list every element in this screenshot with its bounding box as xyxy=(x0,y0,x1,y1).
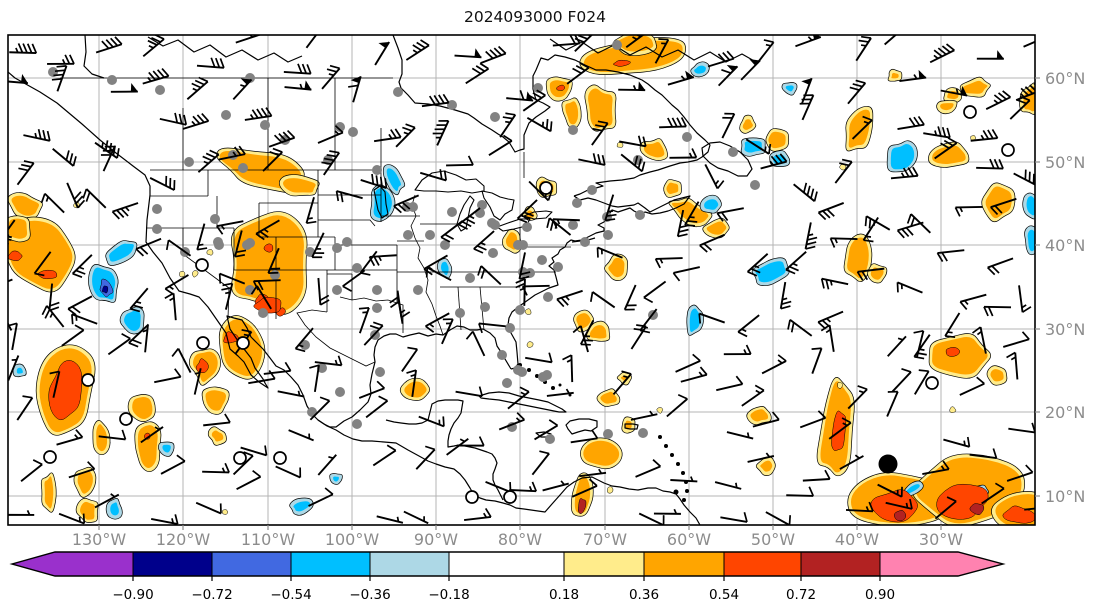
svg-text:130°W: 130°W xyxy=(72,530,127,549)
svg-text:−0.36: −0.36 xyxy=(349,587,390,603)
svg-text:80°W: 80°W xyxy=(498,530,542,549)
svg-text:60°W: 60°W xyxy=(667,530,711,549)
svg-text:90°W: 90°W xyxy=(414,530,458,549)
svg-text:50°N: 50°N xyxy=(1045,153,1085,172)
svg-text:120°W: 120°W xyxy=(156,530,211,549)
svg-text:30°W: 30°W xyxy=(919,530,963,549)
svg-text:−0.54: −0.54 xyxy=(270,587,311,603)
page-title: 2024093000 F024 xyxy=(464,8,606,26)
state-border-layer xyxy=(60,77,571,367)
contour-fill-layer xyxy=(8,35,1035,525)
svg-text:0.90: 0.90 xyxy=(865,587,895,603)
svg-text:60°N: 60°N xyxy=(1045,69,1085,88)
svg-text:30°N: 30°N xyxy=(1045,320,1085,339)
svg-text:0.18: 0.18 xyxy=(549,587,579,603)
svg-text:−0.18: −0.18 xyxy=(428,587,469,603)
coastline-layer xyxy=(8,35,757,525)
island-layer xyxy=(518,363,689,502)
svg-text:−0.90: −0.90 xyxy=(112,587,153,603)
svg-text:20°N: 20°N xyxy=(1045,403,1085,422)
wind-barb-layer xyxy=(8,35,1035,525)
map-frame xyxy=(7,34,1036,526)
svg-text:0.36: 0.36 xyxy=(629,587,659,603)
y-axis-labels: 60°N 50°N 40°N 30°N 20°N 10°N xyxy=(1035,69,1085,506)
svg-text:110°W: 110°W xyxy=(241,530,296,549)
svg-text:10°N: 10°N xyxy=(1045,487,1085,506)
calm-circle-layer xyxy=(43,105,1015,504)
svg-text:40°W: 40°W xyxy=(835,530,879,549)
svg-text:0.72: 0.72 xyxy=(786,587,816,603)
svg-text:50°W: 50°W xyxy=(751,530,795,549)
svg-text:100°W: 100°W xyxy=(325,530,380,549)
cyclone-marker xyxy=(878,454,898,474)
svg-text:0.54: 0.54 xyxy=(709,587,739,603)
svg-text:70°W: 70°W xyxy=(583,530,627,549)
svg-text:−0.72: −0.72 xyxy=(191,587,232,603)
svg-text:40°N: 40°N xyxy=(1045,236,1085,255)
colorbar: −0.90 −0.72 −0.54 −0.36 −0.18 0.18 0.36 0.54 0.7… xyxy=(9,551,1006,603)
x-axis-labels: 130°W 120°W 110°W 100°W 90°W 80°W 70°W 60°W 50°W… xyxy=(72,525,963,549)
